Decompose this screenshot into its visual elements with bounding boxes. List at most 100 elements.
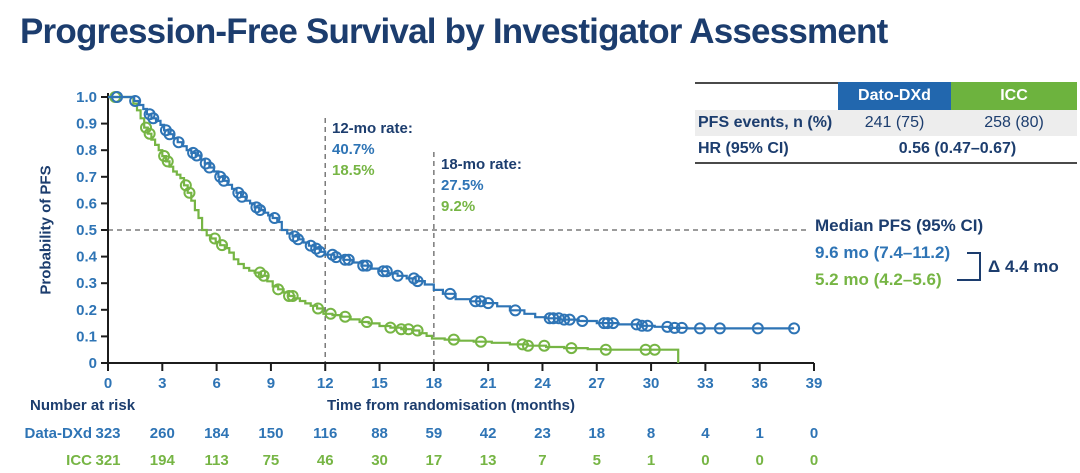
median-pfs-icc-value: 5.2 mo (4.2–5.6) — [815, 270, 942, 289]
censor-mark — [713, 322, 726, 335]
risk-count: 116 — [313, 425, 337, 442]
censor-mark — [339, 310, 352, 323]
censor-mark — [675, 321, 688, 334]
censor-mark — [286, 289, 299, 302]
number-at-risk-label: Number at risk — [30, 397, 136, 414]
censor-mark — [474, 335, 487, 348]
risk-count: 75 — [263, 452, 280, 469]
pfs-events-dato-value: 241 (75) — [864, 114, 925, 131]
x-tick-label: 3 — [158, 375, 166, 392]
censor-mark — [395, 323, 408, 336]
censor-mark — [342, 253, 355, 266]
censor-mark — [339, 253, 352, 266]
x-tick-label: 6 — [212, 375, 220, 392]
risk-count: 0 — [701, 452, 709, 469]
risk-row-name: Data-DXd — [24, 425, 92, 442]
censor-mark — [217, 174, 230, 187]
x-tick-label: 9 — [267, 375, 275, 392]
censor-mark — [161, 155, 174, 168]
censor-mark — [565, 342, 578, 355]
censor-mark — [648, 343, 661, 356]
censor-mark — [190, 149, 203, 162]
censor-mark — [447, 333, 460, 346]
censor-mark — [272, 283, 285, 296]
censor-mark — [377, 265, 390, 278]
median-pfs-label: Median PFS (95% CI) — [815, 216, 984, 235]
censor-mark — [411, 324, 424, 337]
risk-count: 4 — [701, 425, 710, 442]
risk-count: 260 — [150, 425, 175, 442]
censor-mark — [788, 322, 801, 335]
censor-mark — [751, 322, 764, 335]
censor-mark — [292, 233, 305, 246]
x-tick-label: 12 — [317, 375, 334, 392]
censor-mark — [143, 127, 156, 140]
median-delta-value: Δ 4.4 mo — [988, 257, 1059, 276]
censor-mark — [636, 319, 649, 332]
censor-mark — [357, 259, 370, 272]
risk-count: 0 — [756, 452, 764, 469]
y-tick-label: 0 — [89, 355, 97, 372]
risk-count: 13 — [480, 452, 497, 469]
censor-mark — [313, 245, 326, 258]
y-tick-label: 0.2 — [76, 302, 97, 319]
censor-mark — [444, 287, 457, 300]
censor-mark — [607, 317, 620, 330]
km-curve-dato-dxd — [108, 95, 795, 330]
pfs-events-label: PFS events, n (%) — [698, 114, 833, 131]
censor-mark — [208, 232, 221, 245]
censor-mark — [129, 94, 142, 107]
summary-table-corner-cell — [695, 82, 838, 110]
summary-column-icc: ICC — [951, 82, 1077, 110]
rate-18mo-annotation: 18-mo rate: 27.5% 9.2% — [441, 154, 522, 217]
censor-mark — [380, 265, 393, 278]
censor-mark — [547, 312, 560, 325]
y-tick-label: 0.5 — [76, 222, 97, 239]
censor-mark — [111, 91, 124, 103]
rate-12mo-label: 12-mo rate: — [332, 120, 413, 137]
censor-mark — [576, 314, 589, 327]
median-pfs-dato-value: 9.6 mo (7.4–11.2) — [815, 243, 951, 262]
y-tick-label: 0.6 — [76, 195, 97, 212]
risk-count: 0 — [810, 452, 818, 469]
x-tick-label: 18 — [426, 375, 443, 392]
censor-mark — [147, 112, 160, 125]
risk-count: 46 — [317, 452, 334, 469]
x-tick-label: 24 — [534, 375, 551, 392]
censor-mark — [216, 239, 229, 252]
censor-mark — [411, 275, 424, 288]
rate-12mo-dato-value: 40.7% — [332, 141, 375, 158]
summary-table-header-row: Dato-DXd ICC — [695, 82, 1077, 110]
censor-mark — [391, 269, 404, 282]
risk-count: 17 — [426, 452, 443, 469]
censor-mark — [360, 316, 373, 329]
censor-mark — [310, 242, 323, 255]
censor-mark — [257, 269, 270, 282]
rate-18mo-label: 18-mo rate: — [441, 156, 522, 173]
y-tick-label: 0.8 — [76, 142, 97, 159]
censor-mark — [163, 128, 176, 141]
risk-count: 7 — [538, 452, 546, 469]
censor-mark — [283, 289, 296, 302]
rate-12mo-icc-value: 18.5% — [332, 162, 375, 179]
y-tick-label: 0.7 — [76, 169, 97, 186]
y-tick-label: 0.1 — [76, 328, 97, 345]
censor-mark — [558, 313, 571, 326]
risk-row-name: ICC — [66, 452, 92, 469]
pfs-events-icc-value: 258 (80) — [984, 114, 1044, 131]
censor-mark — [601, 317, 614, 330]
censor-mark — [254, 204, 267, 217]
x-tick-label: 36 — [751, 375, 768, 392]
risk-count: 18 — [588, 425, 605, 442]
censor-mark — [254, 266, 267, 279]
censor-mark — [288, 230, 301, 243]
censor-mark — [641, 319, 654, 332]
censor-mark — [516, 338, 529, 351]
hazard-ratio-value: 0.56 (0.47–0.67) — [898, 140, 1017, 157]
censor-mark — [563, 313, 576, 326]
x-tick-label: 0 — [104, 375, 112, 392]
hazard-ratio-label: HR (95% CI) — [698, 140, 789, 157]
censor-mark — [360, 259, 373, 272]
risk-count: 5 — [593, 452, 601, 469]
